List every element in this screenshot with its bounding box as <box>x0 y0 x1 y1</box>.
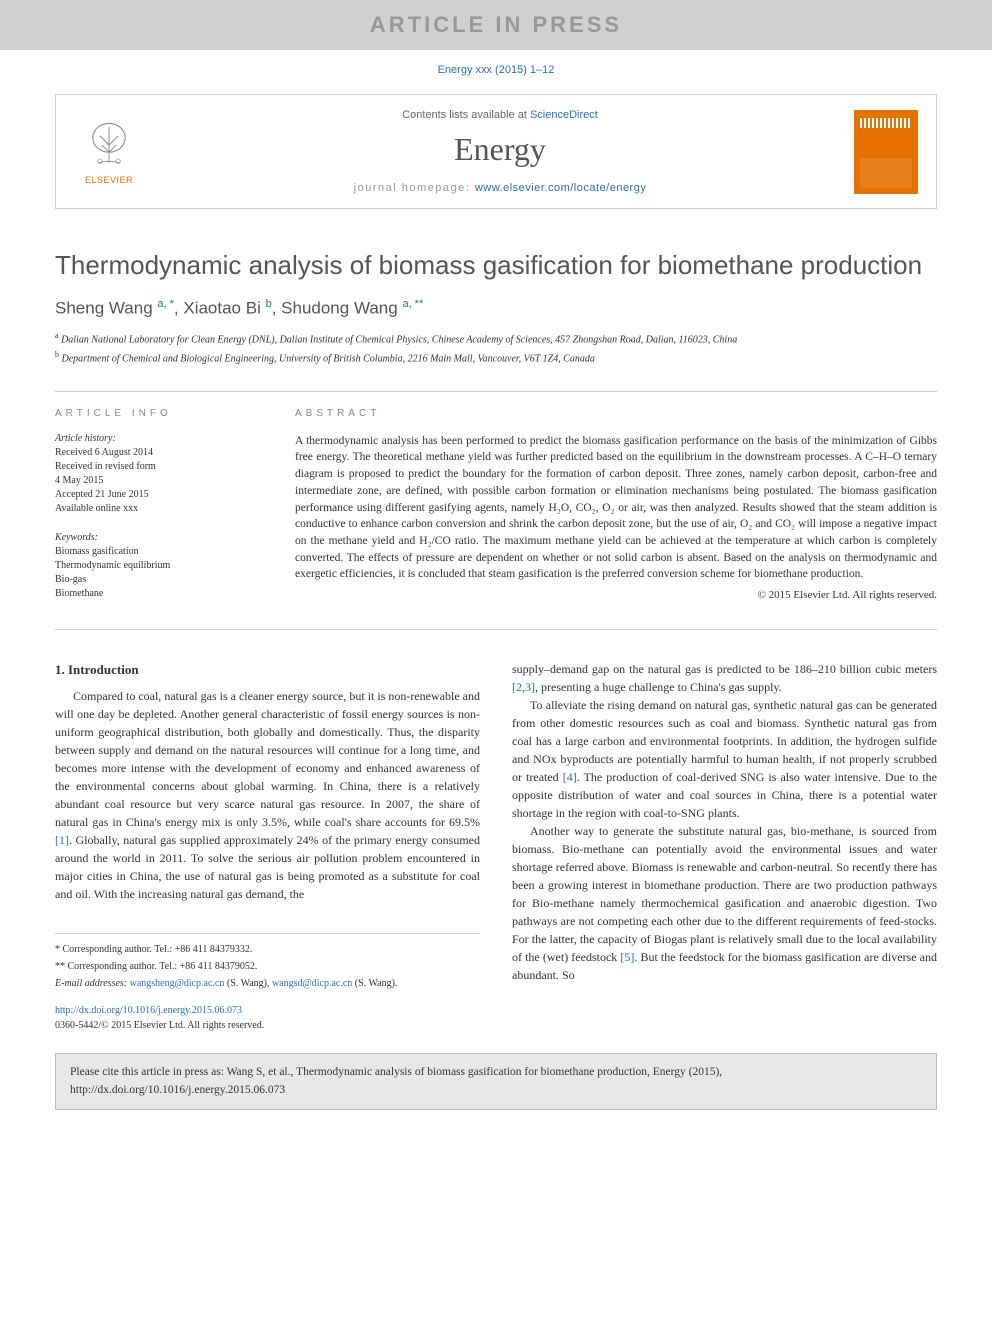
keywords-label: Keywords: <box>55 532 255 543</box>
emails-label: E-mail addresses: <box>55 978 127 989</box>
affiliation: a Dalian National Laboratory for Clean E… <box>55 330 937 347</box>
publisher-name: ELSEVIER <box>85 175 133 185</box>
doi-link[interactable]: http://dx.doi.org/10.1016/j.energy.2015.… <box>55 1005 242 1016</box>
in-press-banner: ARTICLE IN PRESS <box>0 0 992 50</box>
email-who-1: (S. Wang), <box>227 978 270 989</box>
authors-line: Sheng Wang a, *, Xiaotao Bi b, Shudong W… <box>55 298 937 319</box>
divider <box>55 629 937 630</box>
journal-cover-thumbnail <box>854 110 918 194</box>
sciencedirect-link[interactable]: ScienceDirect <box>530 109 598 121</box>
article-title: Thermodynamic analysis of biomass gasifi… <box>55 249 937 282</box>
history-item: Received 6 August 2014 <box>55 446 255 460</box>
publisher-logo: ELSEVIER <box>74 117 144 187</box>
issn-copyright: 0360-5442/© 2015 Elsevier Ltd. All right… <box>55 1020 264 1031</box>
body-paragraph: supply–demand gap on the natural gas is … <box>512 660 937 696</box>
journal-homepage-line: journal homepage: www.elsevier.com/locat… <box>164 182 836 194</box>
body-paragraph: Compared to coal, natural gas is a clean… <box>55 687 480 903</box>
email-link-2[interactable]: wangsd@dicp.ac.cn <box>272 978 352 989</box>
journal-header-box: ELSEVIER Contents lists available at Sci… <box>55 94 937 209</box>
footnote-corresponding-2: ** Corresponding author. Tel.: +86 411 8… <box>55 959 480 974</box>
cite-this-article-box: Please cite this article in press as: Wa… <box>55 1053 937 1110</box>
history-item: Received in revised form <box>55 460 255 474</box>
email-link-1[interactable]: wangsheng@dicp.ac.cn <box>130 978 225 989</box>
elsevier-tree-icon <box>82 118 136 172</box>
email-who-2: (S. Wang). <box>355 978 398 989</box>
abstract-text: A thermodynamic analysis has been perfor… <box>295 433 937 583</box>
history-item: Accepted 21 June 2015 <box>55 488 255 502</box>
history-item: 4 May 2015 <box>55 474 255 488</box>
footnotes-block: * Corresponding author. Tel.: +86 411 84… <box>55 933 480 1033</box>
contents-lists-line: Contents lists available at ScienceDirec… <box>164 109 836 121</box>
keyword-item: Biomass gasification <box>55 545 255 559</box>
section-heading-1: 1. Introduction <box>55 660 480 680</box>
body-paragraph: To alleviate the rising demand on natura… <box>512 696 937 822</box>
affiliation: b Department of Chemical and Biological … <box>55 349 937 366</box>
citation-header: Energy xxx (2015) 1–12 <box>0 64 992 76</box>
keyword-item: Thermodynamic equilibrium <box>55 559 255 573</box>
copyright-line: © 2015 Elsevier Ltd. All rights reserved… <box>295 589 937 601</box>
history-item: Available online xxx <box>55 502 255 516</box>
journal-title: Energy <box>164 131 836 168</box>
footnote-emails: E-mail addresses: wangsheng@dicp.ac.cn (… <box>55 976 480 991</box>
footnote-corresponding-1: * Corresponding author. Tel.: +86 411 84… <box>55 942 480 957</box>
homepage-prefix: journal homepage: <box>354 182 475 194</box>
keyword-item: Biomethane <box>55 587 255 601</box>
divider <box>55 391 937 392</box>
abstract-label: ABSTRACT <box>295 408 937 419</box>
history-label: Article history: <box>55 433 255 444</box>
contents-prefix: Contents lists available at <box>402 109 530 121</box>
keyword-item: Bio-gas <box>55 573 255 587</box>
body-paragraph: Another way to generate the substitute n… <box>512 822 937 984</box>
journal-homepage-link[interactable]: www.elsevier.com/locate/energy <box>475 182 647 194</box>
article-info-label: ARTICLE INFO <box>55 408 255 419</box>
